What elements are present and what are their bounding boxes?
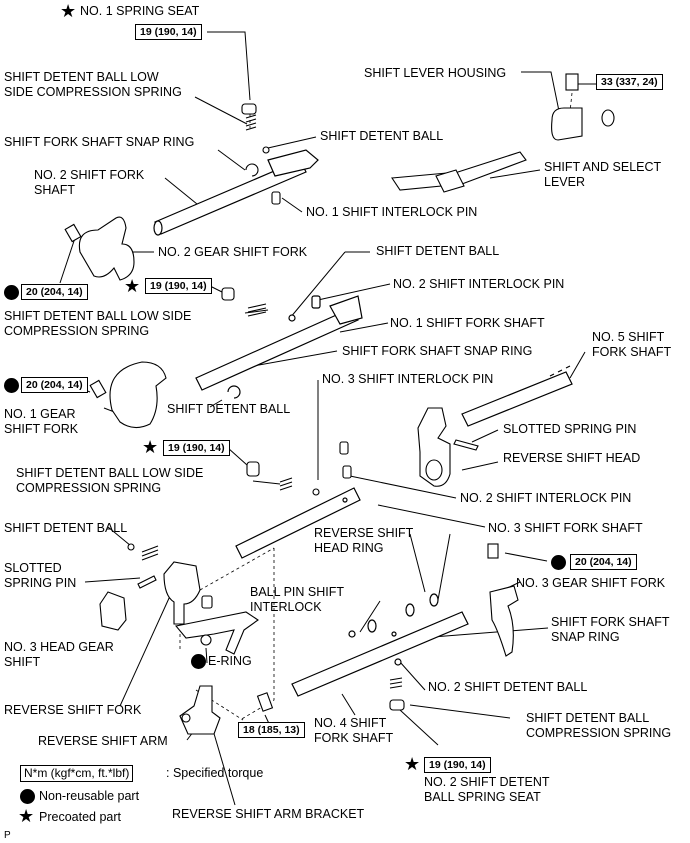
label-snap-ring-2: SHIFT FORK SHAFT SNAP RING — [342, 344, 533, 358]
legend-non-reusable-dot-icon — [20, 789, 35, 804]
label-interlock-pin-3: NO. 3 SHIFT INTERLOCK PIN — [322, 372, 494, 386]
label-detent-spring-low-3: SHIFT DETENT BALL LOW SIDE COMPRESSION S… — [16, 466, 204, 495]
label-slotted-pin-2: SLOTTED SPRING PIN — [4, 561, 77, 590]
label-no1-spring-seat: NO. 1 SPRING SEAT — [80, 4, 200, 18]
label-no1-gear-fork: NO. 1 GEAR SHIFT FORK — [4, 407, 79, 436]
label-snap-ring-3: SHIFT FORK SHAFT SNAP RING — [551, 615, 670, 644]
label-detent-ball-4: SHIFT DETENT BALL — [4, 521, 128, 535]
torque-box-7: 20 (204, 14) — [570, 554, 637, 570]
label-detent-ball-3: SHIFT DETENT BALL — [167, 402, 291, 416]
non-reusable-dot-icon — [191, 654, 206, 669]
label-detent-spring-low-2: SHIFT DETENT BALL LOW SIDE COMPRESSION S… — [4, 309, 192, 338]
label-no1-fork-shaft: NO. 1 SHIFT FORK SHAFT — [390, 316, 545, 330]
label-e-ring: E-RING — [208, 654, 252, 668]
label-no2-gear-fork: NO. 2 GEAR SHIFT FORK — [158, 245, 308, 259]
legend-torque-box: N*m (kgf*cm, ft.*lbf) — [20, 765, 134, 782]
torque-box-5: 20 (204, 14) — [21, 377, 88, 393]
label-snap-ring-1: SHIFT FORK SHAFT SNAP RING — [4, 135, 195, 149]
non-reusable-dot-icon — [4, 285, 19, 300]
label-lever-housing: SHIFT LEVER HOUSING — [364, 66, 507, 80]
precoated-star-icon: ★ — [404, 754, 421, 775]
page-mark: P — [4, 830, 11, 841]
label-no3-gear-fork: NO. 3 GEAR SHIFT FORK — [516, 576, 666, 590]
label-head-ring: REVERSE SHIFT HEAD RING — [314, 526, 414, 555]
label-no2-detent-ball: NO. 2 SHIFT DETENT BALL — [428, 680, 588, 694]
label-no2-spring-seat: NO. 2 SHIFT DETENT BALL SPRING SEAT — [424, 775, 550, 804]
label-reverse-arm: REVERSE SHIFT ARM — [38, 734, 168, 748]
label-reverse-head: REVERSE SHIFT HEAD — [503, 451, 641, 465]
label-interlock-pin-1: NO. 1 SHIFT INTERLOCK PIN — [306, 205, 478, 219]
non-reusable-dot-icon — [551, 555, 566, 570]
label-detent-ball-2: SHIFT DETENT BALL — [376, 244, 500, 258]
label-select-lever: SHIFT AND SELECT LEVER — [544, 160, 662, 189]
label-detent-spring-low-1: SHIFT DETENT BALL LOW SIDE COMPRESSION S… — [4, 70, 182, 99]
label-no3-head-gear: NO. 3 HEAD GEAR SHIFT — [4, 640, 114, 669]
non-reusable-dot-icon — [4, 378, 19, 393]
precoated-star-icon: ★ — [60, 1, 77, 22]
legend-precoated-star-icon: ★ — [18, 806, 35, 827]
torque-box-1: 19 (190, 14) — [135, 24, 202, 40]
torque-box-4: 19 (190, 14) — [145, 278, 212, 294]
legend-precoated: Precoated part — [39, 810, 121, 824]
label-reverse-fork: REVERSE SHIFT FORK — [4, 703, 142, 717]
label-no5-fork-shaft: NO. 5 SHIFT FORK SHAFT — [592, 330, 672, 359]
label-detent-ball-1: SHIFT DETENT BALL — [320, 129, 444, 143]
label-detent-spring-comp: SHIFT DETENT BALL COMPRESSION SPRING — [526, 711, 672, 740]
label-no3-fork-shaft: NO. 3 SHIFT FORK SHAFT — [488, 521, 643, 535]
label-no2-fork-shaft: NO. 2 SHIFT FORK SHAFT — [34, 168, 145, 197]
torque-box-9: 19 (190, 14) — [424, 757, 491, 773]
legend-torque-text: : Specified torque — [166, 766, 264, 780]
torque-box-3: 20 (204, 14) — [21, 284, 88, 300]
label-no4-fork-shaft: NO. 4 SHIFT FORK SHAFT — [314, 716, 394, 745]
precoated-star-icon: ★ — [124, 276, 141, 297]
label-interlock-pin-2: NO. 2 SHIFT INTERLOCK PIN — [393, 277, 565, 291]
legend-non-reusable: Non-reusable part — [39, 789, 140, 803]
torque-box-2: 33 (337, 24) — [596, 74, 663, 90]
label-ball-pin-interlock: BALL PIN SHIFT INTERLOCK — [250, 585, 345, 614]
label-interlock-pin-4: NO. 2 SHIFT INTERLOCK PIN — [460, 491, 632, 505]
torque-box-8: 18 (185, 13) — [238, 722, 305, 738]
label-arm-bracket: REVERSE SHIFT ARM BRACKET — [172, 807, 365, 821]
torque-box-6: 19 (190, 14) — [163, 440, 230, 456]
precoated-star-icon: ★ — [142, 437, 159, 458]
label-slotted-pin-1: SLOTTED SPRING PIN — [503, 422, 637, 436]
